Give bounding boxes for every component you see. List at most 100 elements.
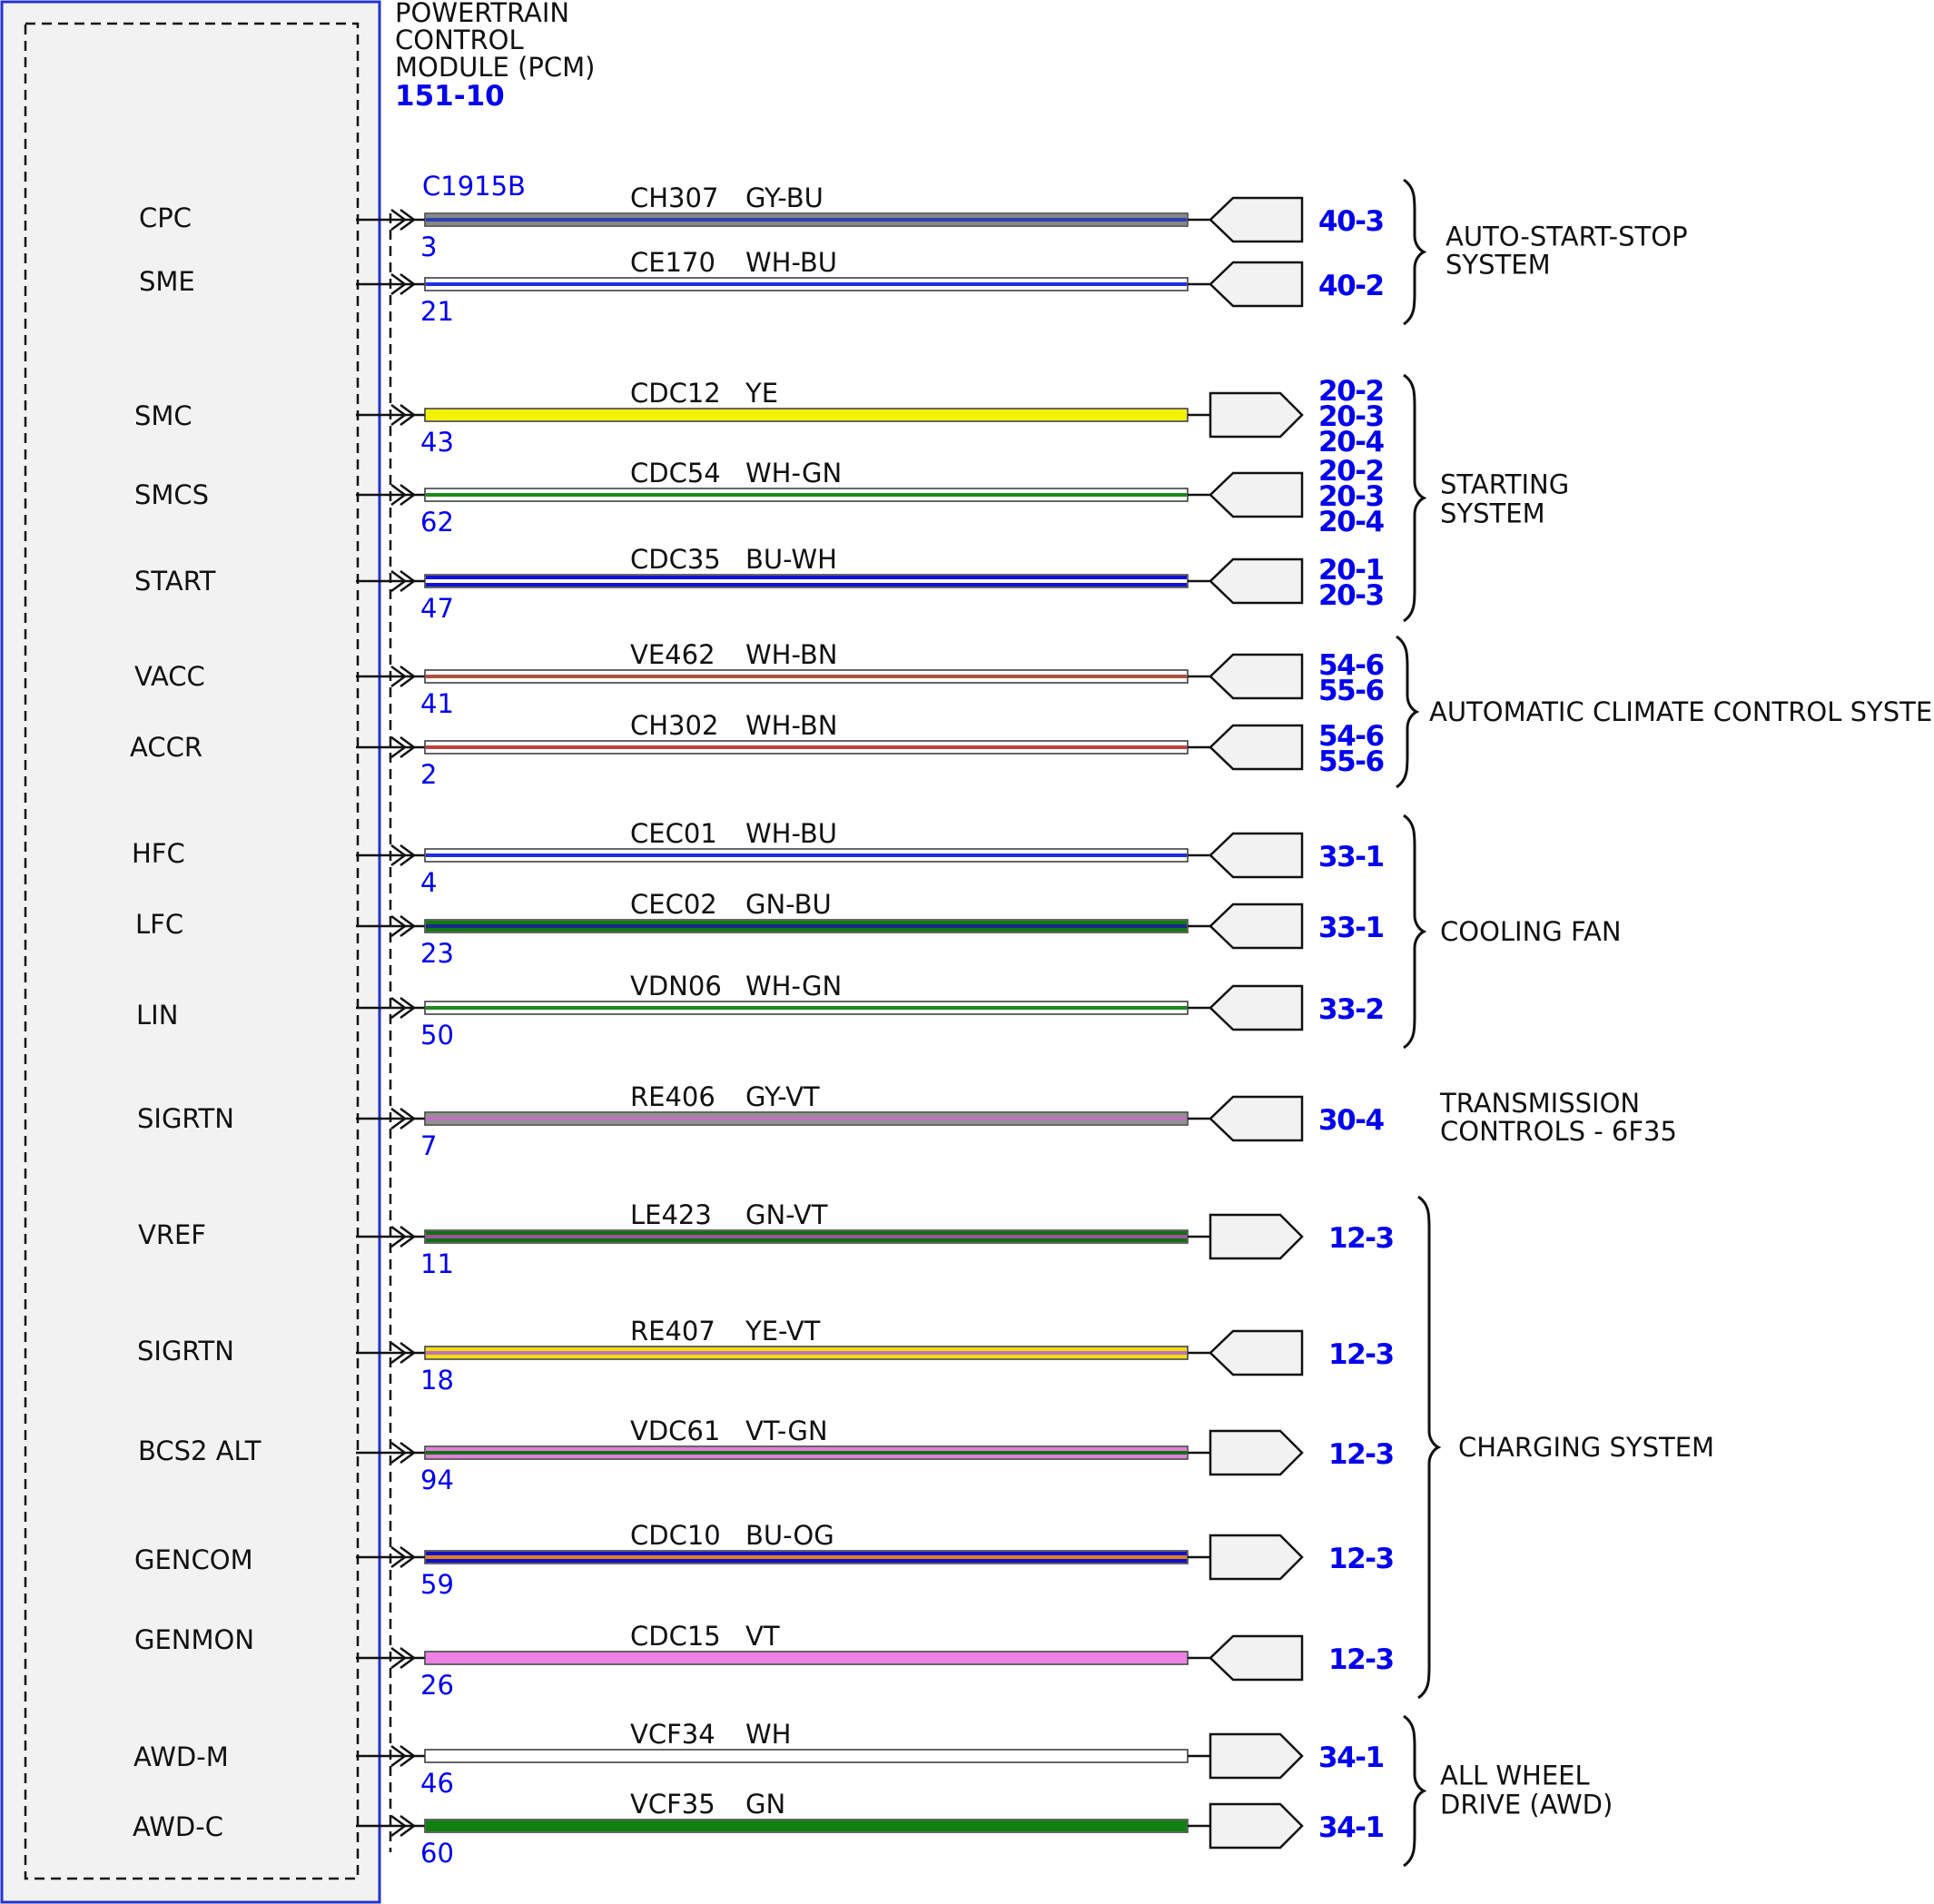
signal-label: GENMON [134, 1624, 254, 1655]
pin-chevron [390, 1341, 408, 1365]
system-label: SYSTEM [1446, 250, 1551, 281]
system-brace [1403, 814, 1427, 1050]
wire-color: WH-BN [745, 710, 838, 741]
circuit-row: ACCR 2 CH302 WH-BN 54-655-6 [130, 710, 1385, 790]
system-group: CHARGING SYSTEM [1417, 1195, 1714, 1700]
pin-chevron [400, 914, 417, 938]
signal-label: BCS2 ALT [138, 1435, 261, 1466]
circuit-id: CE170 [630, 247, 715, 278]
pin-chevron [390, 914, 408, 938]
pin-number: 47 [420, 593, 454, 624]
wire-color: GN-VT [745, 1199, 828, 1230]
wire-color: VT [745, 1621, 780, 1652]
wire-color: VT-GN [745, 1416, 828, 1446]
circuit-id: CDC35 [630, 544, 721, 575]
pin-chevron [390, 569, 408, 593]
system-brace [1403, 1714, 1427, 1868]
pin-chevron [400, 1814, 417, 1838]
wire-stripe [426, 1351, 1187, 1355]
incoming-arrow [1209, 1634, 1304, 1682]
wire-color: BU-OG [745, 1520, 834, 1551]
pin-number: 46 [420, 1768, 454, 1799]
pin-chevron [390, 665, 408, 688]
pin-number: 4 [420, 867, 437, 898]
pin-number: 41 [420, 688, 454, 719]
page-reference: 20-3 [1318, 480, 1384, 513]
system-label: CONTROLS - 6F35 [1440, 1116, 1677, 1147]
wire-stripe [426, 493, 1187, 497]
module-title-line-1: POWERTRAIN [395, 0, 569, 28]
wire-stripe [426, 282, 1187, 286]
signal-label: LIN [136, 1000, 178, 1031]
page-reference: 34-1 [1318, 1741, 1384, 1774]
wire-stripe [426, 745, 1187, 749]
wire-stripe [426, 675, 1187, 678]
wire-color: WH-BN [745, 639, 838, 670]
circuit-row: SME 21 CE170 WH-BU 40-2 [139, 247, 1385, 327]
pin-chevron [390, 996, 408, 1020]
module-title-line-3: MODULE (PCM) [395, 52, 596, 83]
pcm-module-box [0, 0, 381, 1904]
signal-label: GENCOM [134, 1544, 253, 1575]
pin-chevron [400, 843, 417, 867]
wire-stripe [426, 218, 1187, 222]
circuit-row: SIGRTN 18 RE407 YE-VT 12-3 [137, 1316, 1395, 1396]
pin-number: 62 [420, 507, 454, 538]
system-group: AUTOMATIC CLIMATE CONTROL SYSTEM [1396, 635, 1934, 789]
circuit-rows: CPC 3 CH307 GY-BU 40-3 SME 21 CE170 WH-BU 40-2 SMC… [130, 183, 1395, 1869]
page-reference: 20-3 [1318, 579, 1384, 612]
pin-number: 94 [420, 1465, 454, 1495]
signal-label: HFC [132, 838, 185, 869]
pin-number: 3 [420, 232, 437, 262]
circuit-row: GENMON 26 CDC15 VT 12-3 [134, 1621, 1395, 1701]
wire-stripe [426, 1555, 1187, 1559]
pin-number: 11 [420, 1248, 454, 1279]
wire-color: WH-BU [745, 247, 837, 278]
wire-color: GY-BU [745, 183, 824, 213]
signal-label: CPC [139, 202, 192, 233]
wire-stripe [426, 1117, 1187, 1120]
wire-stripe [426, 1235, 1187, 1238]
circuit-row: START 47 CDC35 BU-WH 20-120-3 [134, 544, 1385, 624]
circuit-row: VACC 41 VE462 WH-BN 54-655-6 [134, 639, 1385, 719]
page-reference: 20-4 [1318, 506, 1385, 538]
pin-chevron [390, 1744, 408, 1768]
pin-chevron [390, 1225, 408, 1248]
circuit-id: CDC15 [630, 1621, 721, 1652]
circuit-row: BCS2 ALT 94 VDC61 VT-GN 12-3 [138, 1416, 1395, 1495]
incoming-arrow [1209, 984, 1304, 1031]
system-brace [1396, 635, 1420, 789]
signal-label: VACC [134, 661, 205, 692]
wire-stripe [426, 579, 1187, 583]
pin-chevron [390, 483, 408, 507]
wire-color: GN [745, 1789, 785, 1820]
page-reference: 33-2 [1318, 993, 1384, 1026]
pin-chevron [390, 1814, 408, 1838]
pin-number: 7 [420, 1130, 437, 1161]
system-brace [1417, 1195, 1442, 1700]
page-reference: 20-2 [1318, 455, 1384, 488]
signal-label: SIGRTN [137, 1336, 234, 1366]
circuit-id: VCF35 [630, 1789, 715, 1820]
wire-color: YE-VT [745, 1316, 821, 1347]
module-title-line-2: CONTROL [395, 25, 524, 55]
circuit-id: CEC01 [630, 818, 717, 849]
circuit-id: CDC10 [630, 1520, 721, 1551]
pin-chevron [400, 569, 417, 593]
signal-label: ACCR [130, 732, 202, 763]
pin-chevron [390, 403, 408, 427]
pin-chevron [400, 1341, 417, 1365]
circuit-row: SMC 43 CDC12 YE 20-220-320-4 [134, 375, 1386, 459]
wire-fill [426, 1751, 1187, 1761]
pin-chevron [400, 483, 417, 507]
pin-chevron [390, 735, 408, 759]
connector-label: C1915B [422, 171, 526, 202]
system-label: AUTOMATIC CLIMATE CONTROL SYSTEM [1429, 696, 1934, 727]
pin-chevron [390, 1107, 408, 1130]
pin-chevron [400, 1441, 417, 1465]
page-reference: 55-6 [1318, 745, 1384, 778]
page-reference: 40-3 [1318, 205, 1384, 238]
pin-chevron [390, 1441, 408, 1465]
page-reference: 20-1 [1318, 554, 1384, 587]
system-label: COOLING FAN [1440, 916, 1622, 947]
